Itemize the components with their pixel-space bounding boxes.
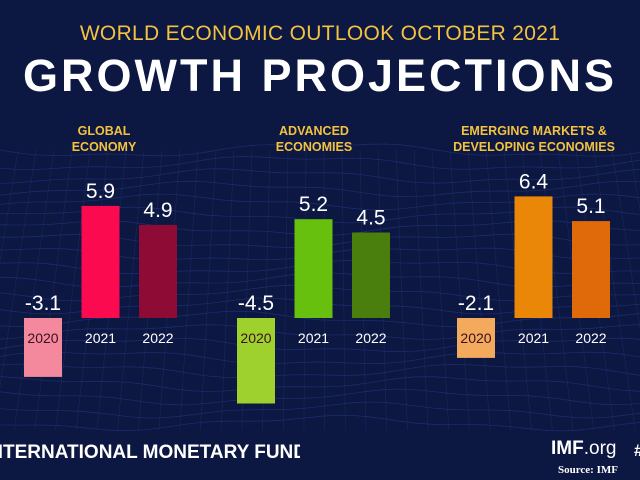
- category-label: 2020: [460, 330, 491, 346]
- panel-title-line: DEVELOPING ECONOMIES: [453, 140, 615, 154]
- bar-2022: [139, 224, 177, 318]
- bar-2021: [81, 205, 120, 318]
- bar-2020: [24, 318, 62, 377]
- panel-advanced-economies: ADVANCED ECONOMIES -4.5 2020 5.2 2021 4.5 2022: [237, 124, 390, 404]
- category-label: 2021: [85, 330, 116, 346]
- value-label: -3.1: [25, 292, 61, 315]
- bar-2022: [572, 221, 610, 318]
- category-label: 2022: [575, 330, 606, 346]
- footer-hashtag: #: [634, 441, 640, 461]
- category-label: 2021: [518, 330, 549, 346]
- bar-2021: [514, 196, 553, 318]
- supertitle: WORLD ECONOMIC OUTLOOK OCTOBER 2021: [79, 22, 561, 45]
- category-label: 2020: [240, 330, 271, 346]
- bar-2020: [457, 318, 495, 358]
- category-label: 2022: [355, 330, 386, 346]
- page-title: GROWTH PROJECTIONS: [22, 50, 618, 101]
- bar-2020: [237, 318, 275, 404]
- panel-title-line: ECONOMY: [72, 140, 137, 154]
- panel-emerging-developing-economies: EMERGING MARKETS & DEVELOPING ECONOMIES -2…: [453, 124, 615, 358]
- panel-title-line: ECONOMIES: [276, 140, 352, 154]
- value-label: 5.1: [576, 195, 605, 218]
- value-label: -2.1: [458, 292, 494, 315]
- panel-title-line: ADVANCED: [279, 124, 349, 138]
- panel-title-line: GLOBAL: [78, 124, 131, 138]
- category-label: 2022: [142, 330, 173, 346]
- panel-title-line: EMERGING MARKETS &: [461, 124, 607, 138]
- category-label: 2020: [27, 330, 58, 346]
- footer-organization: INTERNATIONAL MONETARY FUND: [0, 442, 300, 463]
- value-label: -4.5: [238, 292, 274, 315]
- value-label: 5.9: [86, 180, 115, 203]
- bar-2022: [352, 232, 390, 318]
- footer-website[interactable]: IMF.org: [551, 438, 617, 459]
- category-label: 2021: [298, 330, 329, 346]
- value-label: 5.2: [299, 193, 328, 216]
- value-label: 4.5: [356, 207, 385, 230]
- panel-global-economy: GLOBAL ECONOMY -3.1 2020 5.9 2021 4.9 2022: [24, 124, 177, 377]
- value-label: 6.4: [519, 170, 549, 193]
- value-label: 4.9: [143, 199, 172, 222]
- bar-2021: [294, 219, 333, 318]
- source-note: Source: IMF: [558, 464, 618, 476]
